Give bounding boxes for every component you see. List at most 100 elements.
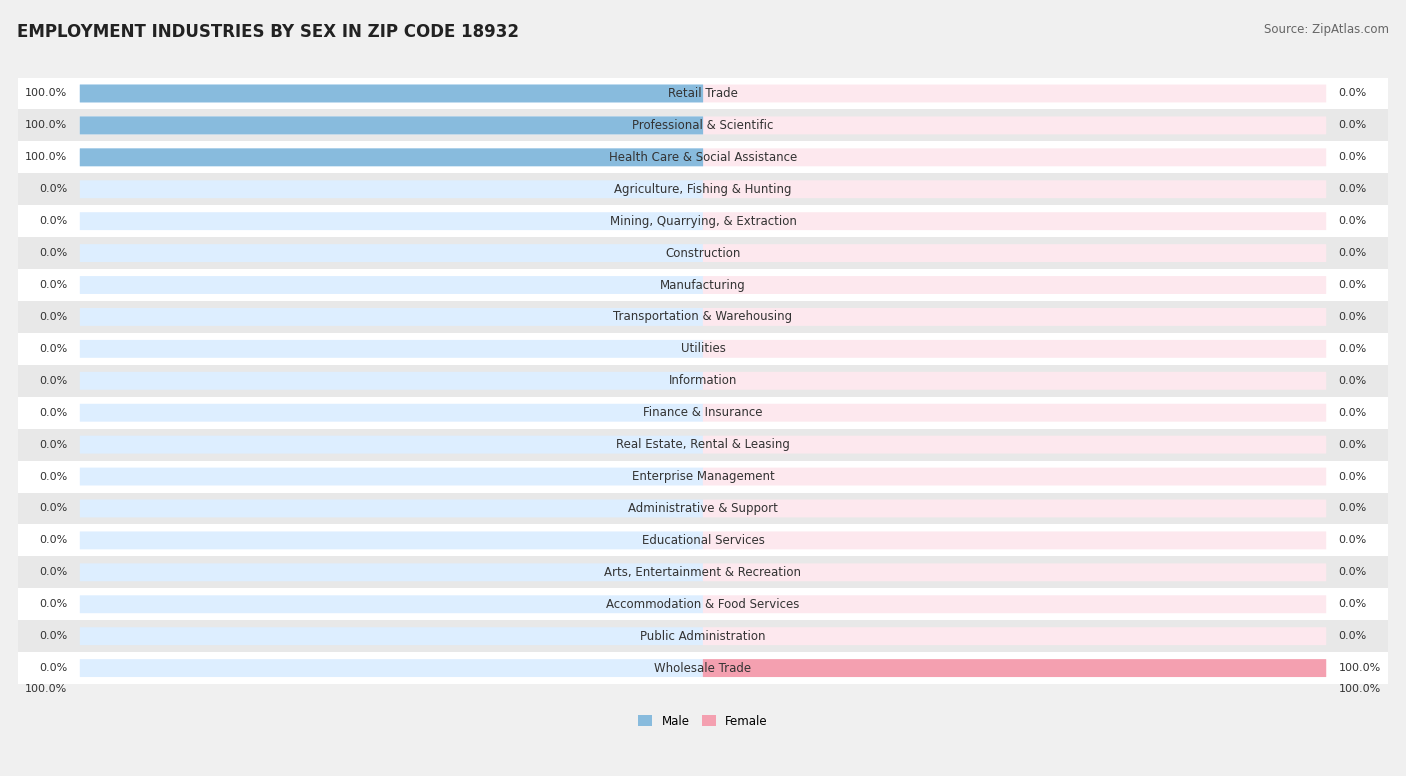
Text: 0.0%: 0.0% [39,407,67,417]
Text: 0.0%: 0.0% [39,631,67,641]
Text: 0.0%: 0.0% [39,280,67,290]
Text: Real Estate, Rental & Leasing: Real Estate, Rental & Leasing [616,438,790,451]
FancyBboxPatch shape [80,659,703,677]
FancyBboxPatch shape [703,212,1326,230]
FancyBboxPatch shape [703,563,1326,581]
Text: Educational Services: Educational Services [641,534,765,547]
Text: 0.0%: 0.0% [1339,280,1367,290]
Text: 100.0%: 100.0% [25,152,67,162]
FancyBboxPatch shape [80,500,703,518]
FancyBboxPatch shape [703,435,1326,453]
Text: 100.0%: 100.0% [1339,684,1381,694]
Bar [18,397,1388,428]
Text: 0.0%: 0.0% [39,504,67,514]
Text: Enterprise Management: Enterprise Management [631,470,775,483]
Text: 100.0%: 100.0% [25,120,67,130]
Text: 100.0%: 100.0% [25,88,67,99]
FancyBboxPatch shape [703,308,1326,326]
Text: Accommodation & Food Services: Accommodation & Food Services [606,598,800,611]
Text: 0.0%: 0.0% [39,472,67,482]
FancyBboxPatch shape [703,180,1326,198]
FancyBboxPatch shape [80,468,703,486]
Text: 0.0%: 0.0% [39,248,67,258]
FancyBboxPatch shape [80,148,703,166]
Text: EMPLOYMENT INDUSTRIES BY SEX IN ZIP CODE 18932: EMPLOYMENT INDUSTRIES BY SEX IN ZIP CODE… [17,23,519,41]
Legend: Male, Female: Male, Female [634,710,772,733]
Bar [18,109,1388,141]
Text: Agriculture, Fishing & Hunting: Agriculture, Fishing & Hunting [614,183,792,196]
Bar [18,237,1388,269]
FancyBboxPatch shape [703,340,1326,358]
Text: 0.0%: 0.0% [1339,312,1367,322]
FancyBboxPatch shape [703,627,1326,645]
Text: Wholesale Trade: Wholesale Trade [654,662,752,674]
Text: Transportation & Warehousing: Transportation & Warehousing [613,310,793,324]
FancyBboxPatch shape [703,276,1326,294]
FancyBboxPatch shape [703,148,1326,166]
Text: Mining, Quarrying, & Extraction: Mining, Quarrying, & Extraction [610,215,796,227]
FancyBboxPatch shape [80,148,703,166]
FancyBboxPatch shape [703,500,1326,518]
FancyBboxPatch shape [703,659,1326,677]
Bar [18,333,1388,365]
Text: 100.0%: 100.0% [1339,663,1381,673]
Text: Manufacturing: Manufacturing [661,279,745,292]
Text: Source: ZipAtlas.com: Source: ZipAtlas.com [1264,23,1389,36]
Text: Information: Information [669,374,737,387]
Text: 0.0%: 0.0% [1339,184,1367,194]
FancyBboxPatch shape [80,180,703,198]
Text: 0.0%: 0.0% [1339,440,1367,449]
Bar [18,301,1388,333]
Text: 0.0%: 0.0% [1339,120,1367,130]
Bar [18,173,1388,205]
Text: 0.0%: 0.0% [1339,407,1367,417]
Text: 0.0%: 0.0% [39,535,67,546]
Bar [18,365,1388,397]
FancyBboxPatch shape [80,404,703,421]
Text: 0.0%: 0.0% [39,344,67,354]
Text: 0.0%: 0.0% [1339,472,1367,482]
FancyBboxPatch shape [80,244,703,262]
FancyBboxPatch shape [80,372,703,390]
Bar [18,556,1388,588]
Text: 0.0%: 0.0% [1339,248,1367,258]
Bar [18,269,1388,301]
FancyBboxPatch shape [703,595,1326,613]
FancyBboxPatch shape [80,276,703,294]
Text: 0.0%: 0.0% [1339,504,1367,514]
Bar [18,141,1388,173]
FancyBboxPatch shape [703,404,1326,421]
Bar [18,205,1388,237]
Bar [18,428,1388,461]
FancyBboxPatch shape [80,595,703,613]
FancyBboxPatch shape [80,85,703,102]
Text: Retail Trade: Retail Trade [668,87,738,100]
FancyBboxPatch shape [80,435,703,453]
Bar [18,588,1388,620]
Text: 0.0%: 0.0% [1339,376,1367,386]
Text: Professional & Scientific: Professional & Scientific [633,119,773,132]
Bar [18,652,1388,684]
Text: Arts, Entertainment & Recreation: Arts, Entertainment & Recreation [605,566,801,579]
FancyBboxPatch shape [703,116,1326,134]
FancyBboxPatch shape [703,532,1326,549]
FancyBboxPatch shape [703,244,1326,262]
Bar [18,525,1388,556]
Text: Finance & Insurance: Finance & Insurance [644,406,762,419]
Text: 0.0%: 0.0% [1339,344,1367,354]
FancyBboxPatch shape [80,85,703,102]
Text: 0.0%: 0.0% [39,217,67,226]
Text: 0.0%: 0.0% [1339,217,1367,226]
Text: Administrative & Support: Administrative & Support [628,502,778,515]
Text: 0.0%: 0.0% [1339,535,1367,546]
Bar [18,461,1388,493]
FancyBboxPatch shape [80,532,703,549]
Text: 100.0%: 100.0% [25,684,67,694]
Text: Utilities: Utilities [681,342,725,355]
FancyBboxPatch shape [80,116,703,134]
Text: 0.0%: 0.0% [1339,88,1367,99]
FancyBboxPatch shape [80,563,703,581]
FancyBboxPatch shape [703,85,1326,102]
Text: 0.0%: 0.0% [1339,152,1367,162]
Text: 0.0%: 0.0% [1339,599,1367,609]
